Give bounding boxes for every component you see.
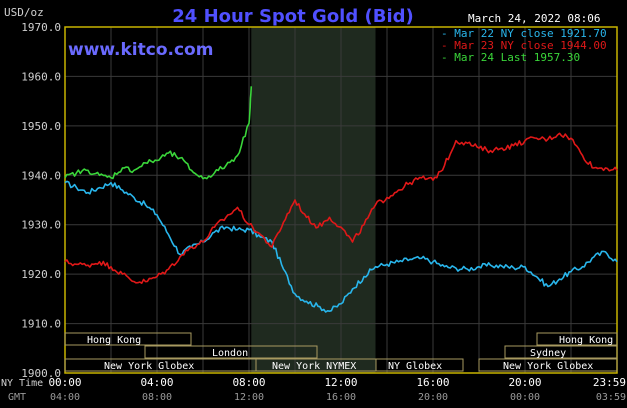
session-ny-nymex-label: New York NYMEX — [272, 361, 356, 372]
session-hong-kong-left — [64, 332, 192, 346]
trading-sessions: Hong Kong London New York Globex New Yor… — [64, 332, 618, 372]
x-tick-gmt-1: 08:00 — [142, 392, 172, 403]
series-line-1 — [64, 132, 618, 284]
x-tick-ny-5: 20:00 — [508, 376, 541, 389]
ny-session-highlight — [251, 27, 376, 373]
session-hong-kong-right — [536, 332, 618, 346]
session-ny-globex-mid — [375, 358, 464, 372]
session-ny-globex-left-label: New York Globex — [104, 361, 194, 372]
session-london — [144, 345, 318, 359]
legend-entry-mar24: - Mar 24 Last 1957.30 — [441, 51, 580, 64]
x-tick-ny-4: 16:00 — [416, 376, 449, 389]
x-tick-gmt-2: 12:00 — [234, 392, 264, 403]
chart-title: 24 Hour Spot Gold (Bid) — [172, 6, 413, 27]
x-tick-gmt-6: 03:59 — [596, 392, 626, 403]
x-tick-ny-0: 00:00 — [48, 376, 81, 389]
x-tick-gmt-5: 00:00 — [510, 392, 540, 403]
datetime-stamp: March 24, 2022 08:06 — [468, 12, 600, 25]
y-axis-unit-label: USD/oz — [4, 6, 44, 19]
plot-frame — [64, 26, 618, 374]
x-tick-gmt-0: 04:00 — [50, 392, 80, 403]
x-tick-labels: 00:00 04:00 04:00 08:00 08:00 12:00 12:00 16:00… — [48, 376, 626, 403]
session-london-label: London — [212, 348, 248, 359]
series-lines — [64, 86, 618, 313]
x-tick-gmt-3: 16:00 — [326, 392, 356, 403]
x-tick-ny-2: 08:00 — [232, 376, 265, 389]
session-hong-kong-left-label: Hong Kong — [87, 335, 141, 346]
y-tick-labels: 1900.0 1910.0 1920.0 1930.0 1940.0 1950.0 1960… — [21, 21, 61, 380]
x-tick-ny-3: 12:00 — [324, 376, 357, 389]
y-tick-label-3: 1930.0 — [21, 219, 61, 232]
y-tick-label-7: 1970.0 — [21, 21, 61, 34]
series-line-2 — [64, 86, 253, 180]
legend-entry-mar22: - Mar 22 NY close 1921.70 — [441, 27, 607, 40]
session-ny-globex-right-label: New York Globex — [503, 361, 593, 372]
y-tick-label-5: 1950.0 — [21, 120, 61, 133]
series-line-0 — [64, 180, 618, 313]
y-tick-label-6: 1960.0 — [21, 70, 61, 83]
x-tick-gmt-4: 20:00 — [418, 392, 448, 403]
x-tick-ny-6: 23:59 — [593, 376, 626, 389]
session-hong-kong-right-label: Hong Kong — [559, 335, 613, 346]
session-sydney — [504, 345, 618, 359]
y-tick-label-1: 1910.0 — [21, 318, 61, 331]
y-tick-label-2: 1920.0 — [21, 268, 61, 281]
session-ny-globex-mid-label: NY Globex — [388, 361, 442, 372]
session-ny-globex-right — [478, 358, 618, 372]
gmt-row-label: GMT — [8, 392, 26, 403]
website-watermark: www.kitco.com — [68, 40, 213, 60]
y-tick-label-0: 1900.0 — [21, 367, 61, 380]
legend-entry-mar23: - Mar 23 NY close 1944.00 — [441, 39, 607, 52]
x-tick-ny-1: 04:00 — [140, 376, 173, 389]
y-tick-label-4: 1940.0 — [21, 169, 61, 182]
ny-time-row-label: NY Time — [1, 378, 43, 389]
session-sydney-label: Sydney — [530, 348, 566, 359]
legend: - Mar 22 NY close 1921.70 - Mar 23 NY cl… — [441, 27, 607, 64]
